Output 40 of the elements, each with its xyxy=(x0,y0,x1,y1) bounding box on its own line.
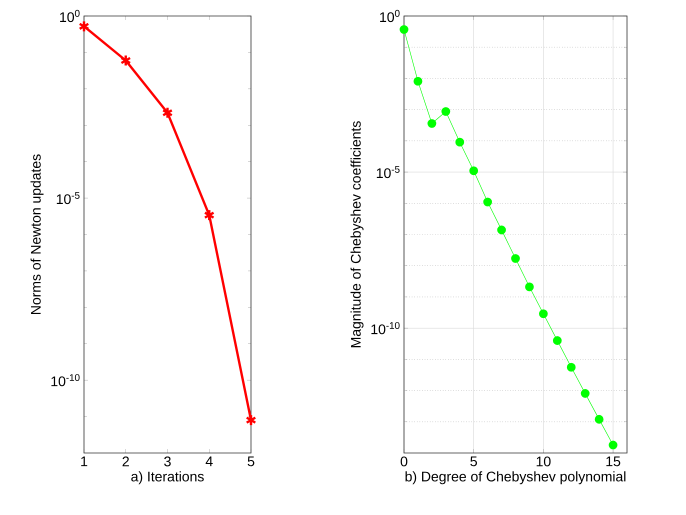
y-axis-title: Magnitude of Chebyshev coefficients xyxy=(350,121,364,348)
point xyxy=(538,309,548,318)
x-tick-label: 10 xyxy=(536,456,551,466)
point xyxy=(441,107,450,116)
point xyxy=(580,389,590,398)
x-axis-title: b) Degree of Chebyshev polynomial xyxy=(406,471,626,484)
x-tick-label: 0 xyxy=(400,456,408,466)
point xyxy=(162,106,174,119)
point xyxy=(566,362,576,372)
point xyxy=(455,138,464,147)
point xyxy=(469,166,478,176)
x-tick-label: 3 xyxy=(164,456,171,466)
point xyxy=(427,119,436,128)
point xyxy=(525,282,534,292)
point xyxy=(414,76,422,86)
point xyxy=(483,198,492,206)
x-axis-title: a) Iterations xyxy=(131,471,204,484)
x-tick-label: 2 xyxy=(122,456,129,466)
y-tick-label: 10$^{-5}$ xyxy=(376,166,400,178)
point xyxy=(120,54,132,67)
x-tick-label: 4 xyxy=(206,456,213,466)
y-tick-label: 10$^{-10}$ xyxy=(371,322,400,334)
point xyxy=(245,414,257,426)
point xyxy=(204,208,215,222)
x-tick-label: 1 xyxy=(81,456,88,466)
point xyxy=(78,20,90,33)
point xyxy=(552,336,562,345)
x-tick-label: 5 xyxy=(248,456,254,466)
x-tick-label: 5 xyxy=(470,456,477,466)
y-axis-title: Norms of Newton updates xyxy=(30,154,44,314)
point xyxy=(511,254,520,263)
point xyxy=(497,226,506,234)
point xyxy=(400,25,408,34)
y-tick-label: 10$^{-5}$ xyxy=(56,192,80,204)
y-tick-label: 10$^{0}$ xyxy=(380,10,400,22)
y-tick-label: 10$^{-10}$ xyxy=(51,374,80,386)
x-tick-label: 15 xyxy=(606,456,620,466)
point xyxy=(594,414,604,424)
y-tick-label: 10$^{0}$ xyxy=(60,10,80,22)
point xyxy=(608,440,618,450)
